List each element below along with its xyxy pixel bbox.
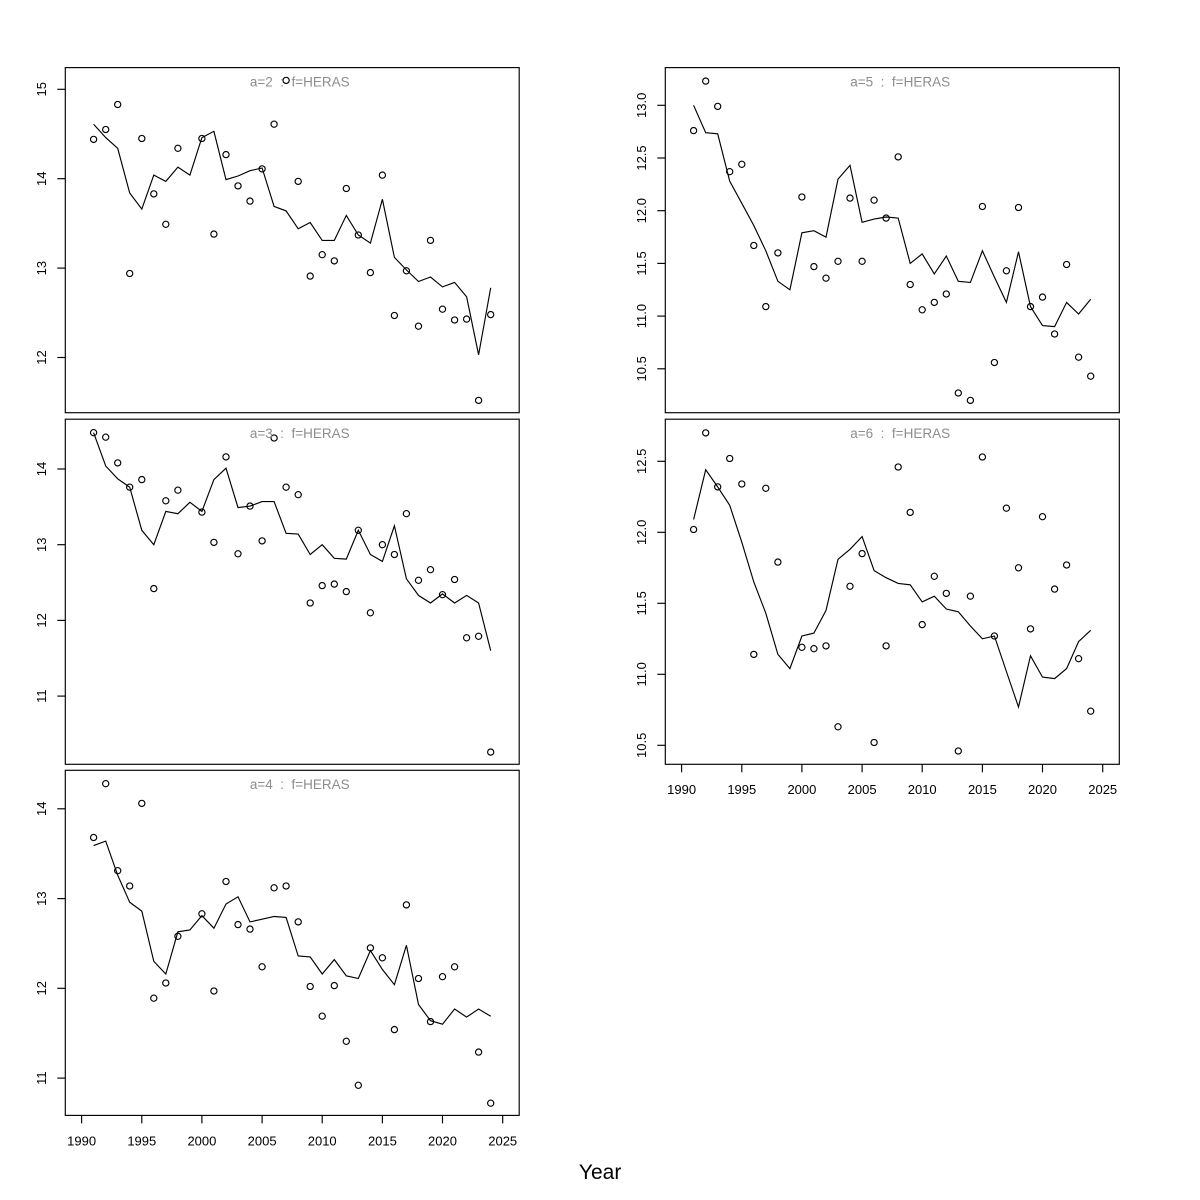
svg-text:13: 13 — [34, 537, 49, 551]
svg-text:a=5 : f=HERAS: a=5 : f=HERAS — [850, 75, 950, 90]
svg-text:11.0: 11.0 — [634, 304, 649, 328]
svg-text:2010: 2010 — [908, 782, 937, 797]
svg-text:14: 14 — [34, 802, 49, 816]
svg-text:1995: 1995 — [727, 782, 756, 797]
svg-text:a=3 : f=HERAS: a=3 : f=HERAS — [250, 426, 350, 441]
svg-text:14: 14 — [34, 462, 49, 476]
svg-text:a=6 : f=HERAS: a=6 : f=HERAS — [850, 426, 950, 441]
svg-text:13: 13 — [34, 891, 49, 905]
svg-text:1990: 1990 — [667, 782, 696, 797]
svg-text:12: 12 — [34, 613, 49, 627]
svg-text:a=2 : f=HERAS: a=2 : f=HERAS — [250, 75, 350, 90]
svg-text:13: 13 — [34, 261, 49, 275]
svg-text:2025: 2025 — [488, 1133, 517, 1148]
svg-text:12.5: 12.5 — [634, 145, 649, 170]
svg-text:11: 11 — [34, 1071, 49, 1085]
svg-text:2015: 2015 — [368, 1133, 397, 1148]
svg-text:11: 11 — [34, 689, 49, 703]
svg-text:12.0: 12.0 — [634, 198, 649, 223]
svg-text:13.0: 13.0 — [634, 93, 649, 118]
svg-text:14: 14 — [34, 171, 49, 185]
svg-text:12: 12 — [34, 981, 49, 995]
svg-text:2025: 2025 — [1088, 782, 1117, 797]
svg-text:2000: 2000 — [787, 782, 816, 797]
svg-text:11.5: 11.5 — [634, 251, 649, 275]
svg-text:2020: 2020 — [428, 1133, 457, 1148]
svg-text:a=4 : f=HERAS: a=4 : f=HERAS — [250, 777, 350, 792]
svg-text:2000: 2000 — [187, 1133, 216, 1148]
svg-text:2005: 2005 — [248, 1133, 277, 1148]
svg-text:10.5: 10.5 — [634, 356, 649, 381]
svg-text:15: 15 — [34, 82, 49, 96]
svg-text:2020: 2020 — [1028, 782, 1057, 797]
svg-text:2010: 2010 — [308, 1133, 337, 1148]
svg-text:12: 12 — [34, 350, 49, 364]
svg-text:1990: 1990 — [67, 1133, 96, 1148]
svg-text:11.5: 11.5 — [634, 591, 649, 615]
svg-text:2005: 2005 — [848, 782, 877, 797]
svg-text:1995: 1995 — [127, 1133, 156, 1148]
svg-text:Year: Year — [579, 1161, 621, 1184]
svg-text:2015: 2015 — [968, 782, 997, 797]
svg-text:10.5: 10.5 — [634, 733, 649, 758]
svg-text:11.0: 11.0 — [634, 662, 649, 686]
svg-text:12.0: 12.0 — [634, 520, 649, 545]
svg-text:12.5: 12.5 — [634, 449, 649, 474]
